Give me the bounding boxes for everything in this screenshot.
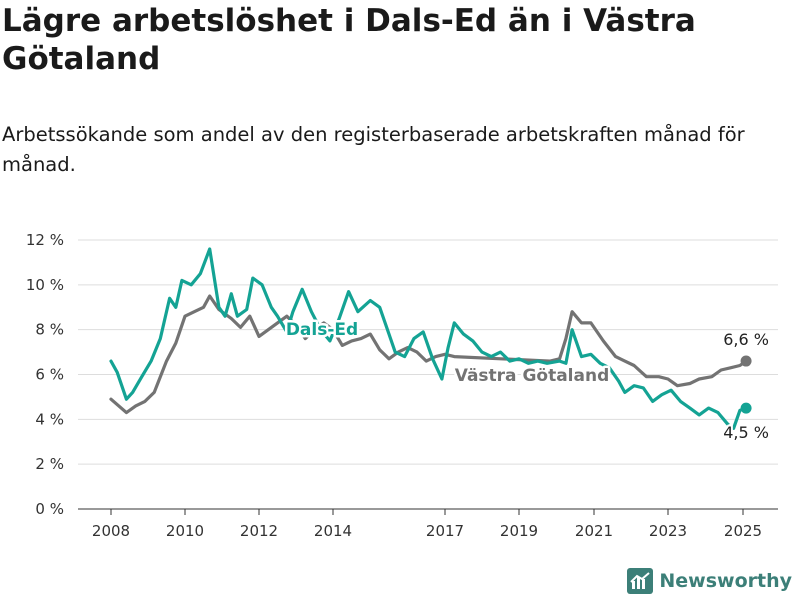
x-tick-label: 2019 bbox=[500, 522, 538, 540]
series-end-point bbox=[740, 355, 752, 367]
series-layer bbox=[109, 247, 752, 430]
series-end-label: 4,5 % bbox=[723, 423, 769, 442]
x-tick-label: 2010 bbox=[166, 522, 204, 540]
x-axis: 2008 2010 2012 2014 2017 2019 2021 2023 2025 bbox=[92, 509, 762, 540]
series-name-label: Västra Götaland bbox=[455, 366, 610, 386]
y-tick-label: 4 % bbox=[35, 410, 64, 428]
brand-logo[interactable]: Newsworthy bbox=[627, 568, 792, 594]
x-tick-label: 2023 bbox=[649, 522, 687, 540]
series-end-point bbox=[740, 402, 752, 414]
newsworthy-logo-icon bbox=[627, 568, 654, 594]
brand-name: Newsworthy bbox=[659, 570, 792, 592]
x-tick-label: 2021 bbox=[575, 522, 613, 540]
series-line bbox=[109, 247, 748, 430]
y-tick-label: 8 % bbox=[35, 321, 64, 339]
y-tick-label: 12 % bbox=[26, 231, 64, 249]
y-tick-label: 0 % bbox=[35, 500, 64, 518]
y-tick-label: 6 % bbox=[35, 366, 64, 384]
series-line bbox=[109, 294, 748, 415]
x-tick-label: 2012 bbox=[240, 522, 278, 540]
series-end-label: 6,6 % bbox=[723, 330, 769, 349]
label-layer: Västra Götaland 6,6 % Dals-Ed 4,5 % bbox=[283, 318, 771, 445]
grid-layer: 0 % 2 % 4 % 6 % 8 % 10 % 12 % bbox=[26, 231, 778, 518]
chart-title: Lägre arbetslöshet i Dals-Ed än i Västra… bbox=[2, 3, 696, 77]
y-tick-label: 2 % bbox=[35, 455, 64, 473]
chart-subtitle: Arbetssökande som andel av den registerb… bbox=[2, 123, 745, 176]
y-tick-label: 10 % bbox=[26, 276, 64, 294]
x-tick-label: 2025 bbox=[724, 522, 762, 540]
series-name-label: Dals-Ed bbox=[286, 320, 358, 340]
x-tick-label: 2014 bbox=[314, 522, 352, 540]
x-tick-label: 2017 bbox=[426, 522, 464, 540]
x-tick-label: 2008 bbox=[92, 522, 130, 540]
